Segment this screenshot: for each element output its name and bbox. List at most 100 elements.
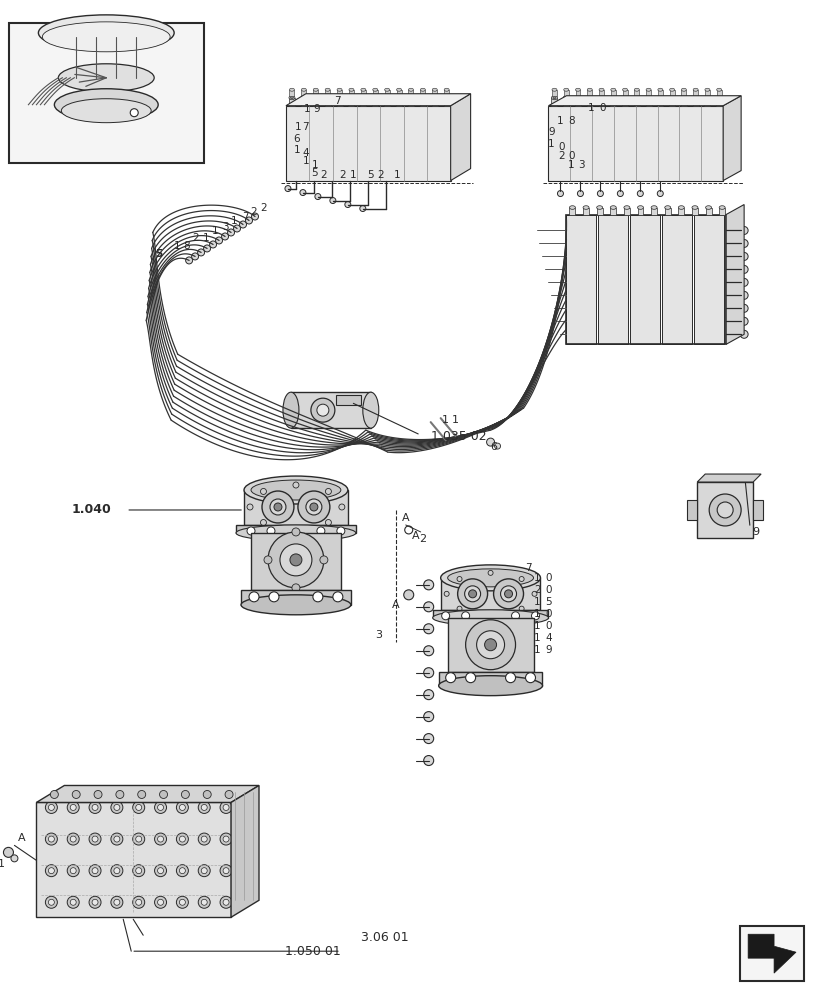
Circle shape (424, 646, 433, 656)
Text: A: A (402, 513, 410, 523)
Ellipse shape (682, 97, 685, 99)
Circle shape (290, 554, 302, 566)
Circle shape (494, 443, 500, 449)
Ellipse shape (583, 206, 589, 209)
Ellipse shape (552, 96, 557, 100)
Ellipse shape (361, 96, 366, 100)
Bar (564, 90, 569, 96)
Circle shape (202, 899, 207, 905)
Bar (665, 208, 671, 215)
Bar (301, 90, 306, 96)
Text: 2: 2 (558, 151, 565, 161)
Circle shape (114, 804, 120, 810)
Circle shape (180, 899, 185, 905)
Circle shape (223, 899, 229, 905)
Circle shape (220, 833, 232, 845)
Circle shape (247, 504, 253, 510)
Text: 2: 2 (321, 170, 327, 180)
Circle shape (67, 896, 79, 908)
Ellipse shape (409, 88, 414, 91)
Polygon shape (286, 94, 471, 106)
Circle shape (339, 504, 345, 510)
Circle shape (154, 896, 166, 908)
Text: 3: 3 (375, 630, 382, 640)
Ellipse shape (596, 206, 603, 209)
Circle shape (116, 790, 124, 798)
Circle shape (89, 865, 101, 877)
Polygon shape (244, 490, 348, 525)
Bar (658, 98, 663, 106)
Circle shape (114, 836, 120, 842)
Circle shape (462, 612, 470, 620)
Ellipse shape (336, 96, 343, 100)
Circle shape (317, 527, 325, 535)
Polygon shape (251, 533, 341, 590)
Bar (336, 98, 343, 106)
Circle shape (260, 488, 267, 494)
Circle shape (488, 612, 493, 617)
Circle shape (306, 499, 322, 515)
Circle shape (740, 291, 748, 299)
Circle shape (223, 868, 229, 874)
Text: 1: 1 (349, 170, 356, 180)
Circle shape (424, 712, 433, 722)
Circle shape (176, 865, 188, 877)
Text: 9: 9 (313, 104, 320, 114)
Circle shape (637, 191, 643, 197)
Circle shape (72, 790, 80, 798)
Circle shape (457, 606, 462, 611)
Circle shape (740, 317, 748, 325)
Circle shape (740, 239, 748, 247)
Circle shape (457, 577, 462, 582)
Circle shape (154, 801, 166, 813)
Bar (384, 98, 390, 106)
Circle shape (532, 591, 537, 596)
Ellipse shape (565, 97, 568, 99)
Circle shape (3, 847, 13, 857)
Ellipse shape (420, 96, 426, 100)
Circle shape (262, 491, 294, 523)
Circle shape (337, 527, 345, 535)
Ellipse shape (706, 206, 712, 209)
Text: 1.050 01: 1.050 01 (285, 945, 341, 958)
Polygon shape (291, 392, 370, 428)
Circle shape (300, 190, 306, 196)
Text: 2: 2 (419, 534, 426, 544)
Ellipse shape (55, 89, 158, 121)
Circle shape (48, 899, 55, 905)
Circle shape (215, 237, 223, 244)
Circle shape (70, 899, 76, 905)
Circle shape (225, 790, 233, 798)
Circle shape (274, 503, 282, 511)
Text: 8: 8 (568, 116, 574, 126)
Text: 1.040: 1.040 (72, 503, 111, 516)
Bar (706, 208, 712, 215)
Bar (692, 208, 698, 215)
Circle shape (485, 639, 497, 651)
Text: 1: 1 (294, 145, 300, 155)
Circle shape (202, 804, 207, 810)
Bar (740, 926, 804, 981)
Ellipse shape (349, 88, 354, 91)
Bar (610, 208, 616, 215)
Ellipse shape (719, 206, 725, 209)
Bar (289, 98, 295, 106)
Text: 0: 0 (545, 573, 552, 583)
Ellipse shape (373, 88, 378, 91)
Circle shape (133, 896, 144, 908)
Circle shape (280, 544, 312, 576)
Ellipse shape (658, 88, 663, 91)
Text: 3: 3 (578, 160, 585, 170)
Circle shape (264, 556, 272, 564)
Ellipse shape (251, 480, 341, 500)
Bar (704, 98, 711, 106)
Circle shape (526, 673, 535, 683)
Polygon shape (286, 106, 450, 181)
Ellipse shape (432, 610, 548, 626)
Circle shape (657, 191, 663, 197)
Ellipse shape (38, 15, 174, 51)
Circle shape (154, 833, 166, 845)
Text: 1: 1 (295, 122, 301, 132)
Ellipse shape (372, 96, 379, 100)
Circle shape (486, 438, 494, 446)
